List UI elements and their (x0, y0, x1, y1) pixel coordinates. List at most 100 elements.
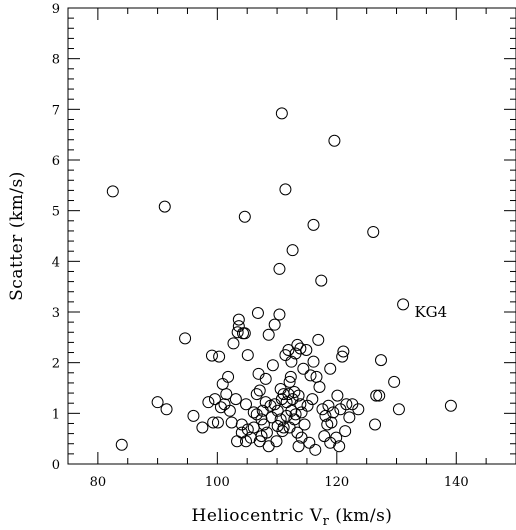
data-point (304, 369, 317, 382)
data-point (160, 403, 173, 416)
data-point (106, 185, 119, 198)
data-point (333, 440, 346, 453)
data-point (276, 425, 289, 438)
data-point (392, 403, 405, 416)
data-point (262, 328, 275, 341)
data-point (340, 398, 353, 411)
data-point (158, 200, 171, 213)
data-point (330, 431, 343, 444)
data-point (352, 403, 365, 416)
data-point (275, 107, 288, 120)
data-point (288, 413, 301, 426)
y-tick-label: 6 (52, 154, 60, 169)
data-point (238, 210, 251, 223)
data-point (265, 411, 278, 424)
y-tick-label: 9 (52, 2, 60, 17)
x-tick-label: 80 (90, 475, 107, 490)
data-point (260, 426, 273, 439)
data-point (294, 342, 307, 355)
data-point (373, 389, 386, 402)
y-axis-title: Scatter (km/s) (7, 171, 27, 301)
data-point (202, 396, 215, 409)
data-point (306, 393, 319, 406)
data-point (253, 384, 266, 397)
data-point (251, 307, 264, 320)
data-point (252, 367, 265, 380)
data-point (222, 370, 235, 383)
data-point (327, 406, 340, 419)
data-point (241, 349, 254, 362)
data-point (309, 443, 322, 456)
data-point (270, 435, 283, 448)
data-points (106, 107, 457, 456)
data-point (227, 337, 240, 350)
data-point (301, 399, 314, 412)
data-point (273, 308, 286, 321)
data-point (223, 404, 236, 417)
data-point (297, 362, 310, 375)
data-point (232, 320, 245, 333)
data-point (325, 416, 338, 429)
y-tick-label: 4 (52, 255, 60, 270)
data-point (303, 436, 316, 449)
data-point (337, 345, 350, 358)
data-point (289, 408, 302, 421)
plot-frame (67, 7, 516, 465)
data-point (196, 421, 209, 434)
x-axis-title-unit: (km/s) (329, 506, 392, 526)
y-tick-label: 1 (52, 407, 60, 422)
data-point (307, 218, 320, 231)
data-point (375, 354, 388, 367)
data-point (295, 406, 308, 419)
data-point (247, 406, 260, 419)
data-point (444, 399, 457, 412)
data-point (388, 375, 401, 388)
data-point (316, 403, 329, 416)
data-point (257, 418, 270, 431)
data-point (291, 338, 304, 351)
data-point (288, 386, 301, 399)
data-point (397, 298, 410, 311)
data-point (322, 399, 335, 412)
data-point (220, 388, 233, 401)
data-point (274, 413, 287, 426)
data-point (259, 372, 272, 385)
data-point (213, 350, 226, 363)
data-point (286, 244, 299, 257)
data-point (313, 380, 326, 393)
data-point (292, 389, 305, 402)
data-point (292, 440, 305, 453)
data-point (115, 438, 128, 451)
y-tick-label: 2 (52, 357, 60, 372)
data-point (240, 398, 253, 411)
data-point (218, 398, 231, 411)
data-point (205, 349, 218, 362)
data-point (214, 401, 227, 414)
data-point (310, 370, 323, 383)
data-point (250, 388, 263, 401)
data-point (232, 313, 245, 326)
data-point (339, 425, 352, 438)
annotation-kg4: KG4 (414, 303, 447, 321)
data-point (312, 333, 325, 346)
data-point (318, 430, 331, 443)
x-tick-label: 120 (324, 475, 349, 490)
data-point (225, 416, 238, 429)
data-point (207, 416, 220, 429)
data-point (283, 375, 296, 388)
y-tick-label: 0 (52, 458, 60, 473)
data-point (369, 418, 382, 431)
data-point (284, 370, 297, 383)
y-tick-label: 7 (52, 103, 60, 118)
data-point (229, 393, 242, 406)
data-point (328, 134, 341, 147)
x-tick-label: 140 (444, 475, 469, 490)
data-point (231, 326, 244, 339)
data-point (298, 418, 311, 431)
data-point (343, 411, 356, 424)
y-tick-label: 3 (52, 306, 60, 321)
data-point (268, 318, 281, 331)
data-point (216, 377, 229, 390)
data-point (331, 389, 344, 402)
data-point (300, 344, 313, 356)
